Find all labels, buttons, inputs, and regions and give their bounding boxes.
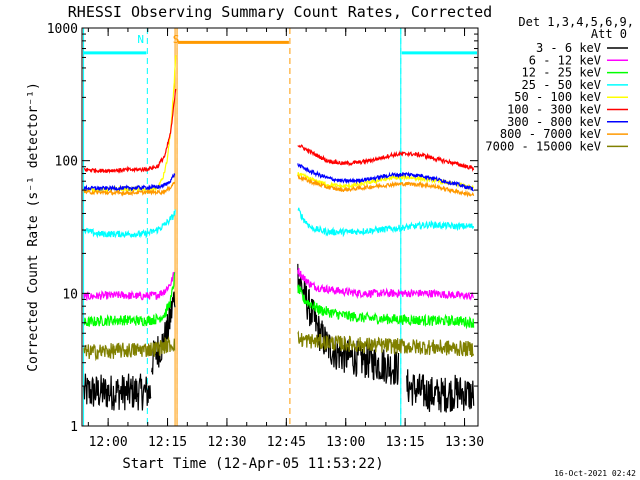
series-line bbox=[297, 284, 475, 330]
x-tick-label: 13:30 bbox=[445, 435, 484, 450]
y-tick-label: 1000 bbox=[47, 22, 78, 37]
chart-title: RHESSI Observing Summary Count Rates, Co… bbox=[68, 3, 492, 21]
series-line bbox=[83, 335, 176, 362]
legend-entry-label: 6 - 12 keV bbox=[529, 53, 601, 67]
x-tick-label: 12:15 bbox=[148, 435, 187, 450]
series-line bbox=[83, 181, 176, 197]
x-tick-label: 13:00 bbox=[326, 435, 365, 450]
series-line bbox=[342, 337, 400, 385]
series-300-800-kev bbox=[83, 163, 475, 193]
series-line bbox=[297, 330, 475, 357]
flag-label-n: N bbox=[137, 33, 144, 46]
series-100-300-kev bbox=[83, 88, 475, 174]
series-line bbox=[297, 144, 475, 172]
footer-timestamp: 16-Oct-2021 02:42 bbox=[554, 469, 636, 478]
series-line bbox=[83, 173, 176, 193]
axis-layer: 12:00 12:15 12:30 12:45 13:00 13:15 13:30 1 10 10… bbox=[47, 22, 484, 450]
series-line bbox=[297, 163, 475, 192]
series-12-25-kev bbox=[83, 272, 475, 330]
x-axis-label: Start Time (12-Apr-05 11:53:22) bbox=[122, 456, 383, 472]
y-tick-label: 100 bbox=[55, 155, 78, 170]
legend-header-1: Det 1,3,4,5,6,9, bbox=[518, 15, 634, 29]
flag-label-s: S bbox=[173, 33, 180, 46]
legend-entry-label: 7000 - 15000 keV bbox=[485, 139, 601, 153]
legend-entry-label: 100 - 300 keV bbox=[507, 103, 601, 117]
x-tick-label: 12:45 bbox=[267, 435, 306, 450]
series-line bbox=[83, 271, 176, 301]
legend-entry-label: 300 - 800 keV bbox=[507, 115, 601, 129]
y-tick-label: 10 bbox=[62, 287, 78, 302]
x-tick-label: 12:00 bbox=[89, 435, 128, 450]
series-line bbox=[83, 373, 152, 411]
y-tick-label: 1 bbox=[70, 420, 78, 435]
series-800-7000-kev bbox=[83, 174, 475, 198]
legend-entry-label: 800 - 7000 keV bbox=[500, 127, 601, 141]
series-line bbox=[83, 55, 177, 194]
legend-entry-label: 12 - 25 keV bbox=[522, 66, 601, 80]
series-line bbox=[83, 88, 177, 174]
x-tick-label: 12:30 bbox=[207, 435, 246, 450]
legend-header-2: Att 0 bbox=[591, 27, 627, 41]
legend-entry-label: 3 - 6 keV bbox=[536, 41, 601, 55]
legend-entry-label: 25 - 50 keV bbox=[522, 78, 601, 92]
series-line bbox=[297, 174, 475, 198]
series-line bbox=[83, 209, 176, 239]
y-axis-label: Corrected Count Rate (s⁻¹ detector⁻¹) bbox=[26, 82, 41, 372]
series-25-50-kev bbox=[83, 207, 475, 239]
series-line bbox=[297, 207, 475, 238]
x-tick-label: 13:15 bbox=[386, 435, 425, 450]
series-line bbox=[406, 369, 475, 413]
series-layer bbox=[83, 55, 475, 413]
plot-frame bbox=[81, 27, 479, 427]
series-line bbox=[83, 272, 176, 327]
series-line bbox=[297, 267, 475, 301]
legend-entry-label: 50 - 100 keV bbox=[514, 90, 601, 104]
series-6-12-kev bbox=[83, 267, 475, 301]
series-7000-15000-kev bbox=[83, 330, 475, 362]
